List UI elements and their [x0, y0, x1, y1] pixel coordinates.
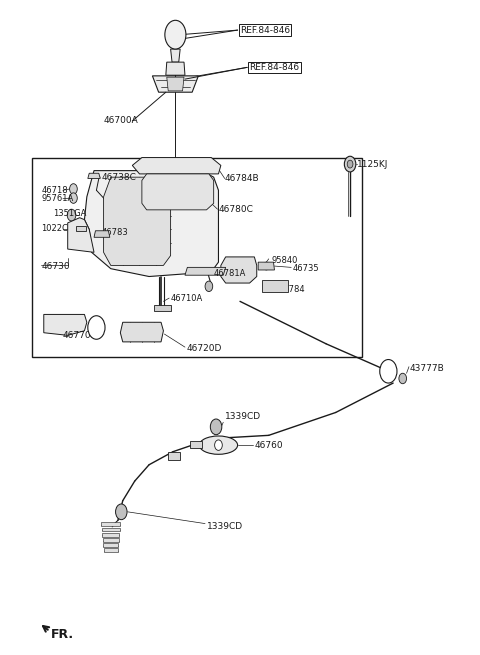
Polygon shape — [153, 76, 198, 92]
Text: FR.: FR. — [51, 628, 74, 641]
Circle shape — [165, 20, 186, 49]
Circle shape — [380, 360, 397, 383]
Polygon shape — [84, 171, 218, 276]
Circle shape — [119, 508, 124, 515]
Circle shape — [146, 162, 152, 170]
Circle shape — [264, 262, 269, 270]
Ellipse shape — [199, 436, 238, 455]
Polygon shape — [170, 49, 180, 62]
Text: 46770B: 46770B — [63, 331, 97, 341]
Circle shape — [204, 162, 209, 170]
Polygon shape — [68, 217, 94, 252]
Circle shape — [67, 209, 76, 221]
Polygon shape — [103, 538, 119, 542]
Polygon shape — [104, 177, 170, 265]
Polygon shape — [88, 174, 100, 178]
Text: 46720D: 46720D — [186, 344, 222, 353]
Polygon shape — [94, 231, 110, 237]
Text: REF.84-846: REF.84-846 — [240, 26, 290, 35]
Text: 46735: 46735 — [293, 264, 319, 273]
Text: 46781A: 46781A — [214, 269, 246, 278]
Text: 1339CD: 1339CD — [206, 521, 242, 531]
Text: 95840: 95840 — [271, 255, 298, 265]
Text: 46760: 46760 — [254, 441, 283, 449]
Circle shape — [172, 183, 183, 199]
Text: A: A — [385, 367, 392, 376]
Polygon shape — [104, 548, 118, 552]
Circle shape — [347, 160, 353, 168]
Polygon shape — [262, 280, 288, 291]
Text: 46710A: 46710A — [170, 293, 203, 303]
Circle shape — [344, 157, 356, 172]
Text: 43777B: 43777B — [410, 364, 444, 373]
Circle shape — [215, 440, 222, 451]
Polygon shape — [166, 62, 185, 75]
Bar — [32, 158, 362, 357]
Circle shape — [116, 504, 127, 519]
Polygon shape — [221, 257, 257, 283]
Polygon shape — [102, 527, 120, 531]
Text: A: A — [93, 323, 100, 332]
Text: 46700A: 46700A — [104, 117, 138, 126]
Polygon shape — [168, 452, 180, 460]
Polygon shape — [132, 158, 221, 174]
Polygon shape — [142, 174, 214, 210]
Text: REF.84-846: REF.84-846 — [250, 63, 300, 72]
Text: 1125KJ: 1125KJ — [357, 160, 389, 168]
Text: 1022CA: 1022CA — [41, 223, 74, 233]
Circle shape — [70, 183, 77, 194]
Polygon shape — [103, 543, 119, 547]
Circle shape — [210, 419, 222, 435]
Polygon shape — [76, 226, 86, 231]
Text: 46738C: 46738C — [101, 173, 136, 181]
Circle shape — [399, 373, 407, 384]
Circle shape — [213, 423, 219, 431]
Text: 46730: 46730 — [41, 262, 70, 271]
Text: 46718: 46718 — [41, 186, 68, 195]
Polygon shape — [120, 322, 163, 342]
Circle shape — [166, 175, 190, 208]
Circle shape — [205, 281, 213, 291]
Polygon shape — [101, 522, 120, 526]
Polygon shape — [44, 314, 87, 335]
Polygon shape — [154, 305, 170, 311]
Polygon shape — [258, 262, 275, 270]
Text: 1339CD: 1339CD — [225, 412, 261, 421]
Text: 95761A: 95761A — [41, 195, 73, 203]
Circle shape — [88, 316, 105, 339]
Text: 46784: 46784 — [278, 285, 305, 294]
Text: 1351GA: 1351GA — [53, 209, 87, 218]
Polygon shape — [102, 533, 120, 536]
Text: 46783: 46783 — [101, 228, 128, 237]
Circle shape — [70, 193, 77, 203]
Text: 46780C: 46780C — [218, 206, 253, 214]
Polygon shape — [190, 441, 202, 449]
Text: 46784B: 46784B — [225, 174, 259, 183]
Polygon shape — [167, 77, 184, 91]
Polygon shape — [185, 267, 226, 275]
